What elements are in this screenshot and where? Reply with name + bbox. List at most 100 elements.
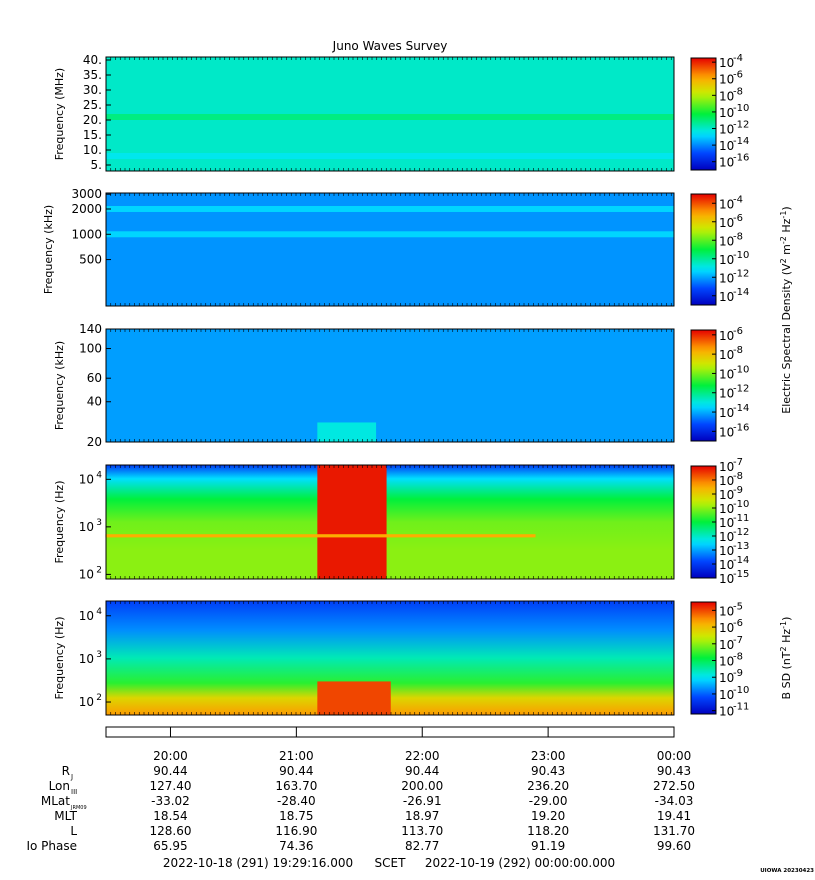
ephemeris-value: 116.90 — [275, 824, 317, 838]
time-tick-label: 23:00 — [531, 749, 566, 763]
ephemeris-value: 200.00 — [401, 779, 443, 793]
panel-frame — [105, 600, 675, 716]
colorbar-tick-label: 10 — [719, 329, 734, 343]
colorbar-tick-label: 10 — [719, 705, 734, 719]
b-spectral-density-label: B SD (nT2 Hz-1) — [779, 617, 793, 700]
colorbar-tick-exponent: -13 — [733, 541, 749, 552]
colorbar-tick-label: 10 — [719, 572, 734, 586]
colorbar — [690, 329, 717, 442]
colorbar-tick-exponent: -11 — [733, 702, 749, 713]
colorbar-tick-label: 10 — [719, 530, 734, 544]
panel-frame — [105, 192, 675, 307]
colorbar-tick-exponent: -7 — [733, 635, 743, 646]
y-tick-label: 5. — [91, 158, 102, 172]
ephemeris-value: -33.02 — [151, 794, 190, 808]
colorbar-tick-label: 10 — [719, 474, 734, 488]
ephemeris-value: 90.43 — [531, 764, 565, 778]
ephemeris-value: 19.41 — [657, 809, 691, 823]
y-tick-label: 140 — [79, 322, 102, 336]
emission-band-2 — [106, 231, 674, 238]
e-spectral-density-label: Electric Spectral Density (V2 m-2 Hz-1) — [779, 206, 793, 413]
colorbar-tick-label: 10 — [719, 290, 734, 304]
spectral-event-1 — [317, 465, 387, 579]
colorbar-tick-exponent: -4 — [733, 53, 743, 64]
colorbar-tick-exponent: -14 — [733, 555, 749, 566]
colorbar-tick-exponent: -8 — [733, 86, 743, 97]
y-tick-exponent: 2 — [96, 565, 102, 575]
ephemeris-row-label: L — [70, 824, 77, 838]
colorbar — [690, 601, 717, 715]
colorbar-tick-exponent: -11 — [733, 513, 749, 524]
y-tick-exponent: 3 — [96, 518, 102, 528]
colorbar-tick-exponent: -10 — [733, 103, 749, 114]
emission-band-1 — [106, 114, 674, 120]
colorbar — [690, 465, 717, 579]
colorbar-tick-label: 10 — [719, 621, 734, 635]
spectral-event-1 — [317, 681, 391, 715]
ephemeris-value: 74.36 — [279, 839, 313, 853]
ephemeris-row-label: MLat — [41, 794, 70, 808]
colorbar-tick-exponent: -6 — [733, 618, 743, 629]
y-tick-label: 2000 — [71, 202, 102, 216]
colorbar-tick-exponent: -8 — [733, 231, 743, 242]
colorbar-tick-label: 10 — [719, 89, 734, 103]
y-tick-label: 500 — [79, 253, 102, 267]
colorbar-tick-exponent: -5 — [733, 601, 743, 612]
y-tick-label: 25. — [83, 98, 102, 112]
ephemeris-value: 236.20 — [527, 779, 569, 793]
colorbar-tick-exponent: -14 — [733, 287, 749, 298]
time-tick-label: 20:00 — [153, 749, 188, 763]
colorbar-tick-label: 10 — [719, 197, 734, 211]
colorbar — [690, 57, 717, 171]
ephemeris-value: 90.43 — [657, 764, 691, 778]
ephemeris-row-label: Io Phase — [26, 839, 77, 853]
y-tick-label: 3000 — [71, 187, 102, 201]
y-tick-label: 10. — [83, 143, 102, 157]
ephemeris-row-subscript: III — [71, 788, 77, 796]
colorbar-tick-label: 10 — [719, 425, 734, 439]
ephemeris-value: 65.95 — [153, 839, 187, 853]
ephemeris-value: 91.19 — [531, 839, 565, 853]
ephemeris-value: 163.70 — [275, 779, 317, 793]
ephemeris-row-label: MLT — [54, 809, 77, 823]
ephemeris-row-label: Lon — [49, 779, 70, 793]
y-axis-label: Frequency (kHz) — [42, 205, 55, 294]
panel-frame — [105, 464, 675, 580]
ephemeris-row-subscript: JRM09 — [70, 805, 87, 811]
ephemeris-value: -34.03 — [655, 794, 694, 808]
colorbar-tick-exponent: -8 — [733, 652, 743, 663]
y-tick-label: 20 — [87, 435, 102, 449]
y-tick-label: 60 — [87, 371, 102, 385]
ephemeris-value: 18.75 — [279, 809, 313, 823]
colorbar-tick-exponent: -16 — [733, 422, 749, 433]
colorbar-tick-label: 10 — [719, 638, 734, 652]
ephemeris-value: 18.97 — [405, 809, 439, 823]
y-tick-label: 10 — [79, 609, 94, 623]
y-tick-exponent: 4 — [96, 470, 102, 480]
colorbar — [690, 193, 717, 306]
ephemeris-row-subscript: J — [70, 773, 73, 781]
ephemeris-value: 128.60 — [149, 824, 191, 838]
colorbar-tick-exponent: -15 — [733, 569, 749, 580]
credit-stamp: UIOWA 20230423 — [760, 868, 814, 874]
colorbar-tick-exponent: -12 — [733, 384, 749, 395]
y-axis-label: Frequency (Hz) — [53, 481, 66, 564]
y-tick-label: 1000 — [71, 227, 102, 241]
y-tick-label: 40. — [83, 53, 102, 67]
panel-frame — [105, 56, 675, 172]
colorbar-tick-label: 10 — [719, 234, 734, 248]
y-axis-label: Frequency (Hz) — [53, 617, 66, 700]
spectrogram-panels: 40.35.30.25.20.15.10.5. Frequency (MHz) 10… — [42, 53, 793, 719]
ephemeris-value: 90.44 — [405, 764, 439, 778]
y-axis-label: Frequency (MHz) — [53, 68, 66, 160]
y-tick-label: 35. — [83, 68, 102, 82]
panel-frame — [105, 328, 675, 443]
colorbar-tick-exponent: -16 — [733, 153, 749, 164]
time-tick-label: 22:00 — [405, 749, 440, 763]
y-tick-label: 30. — [83, 83, 102, 97]
y-tick-label: 20. — [83, 113, 102, 127]
ephemeris-value: 99.60 — [657, 839, 691, 853]
